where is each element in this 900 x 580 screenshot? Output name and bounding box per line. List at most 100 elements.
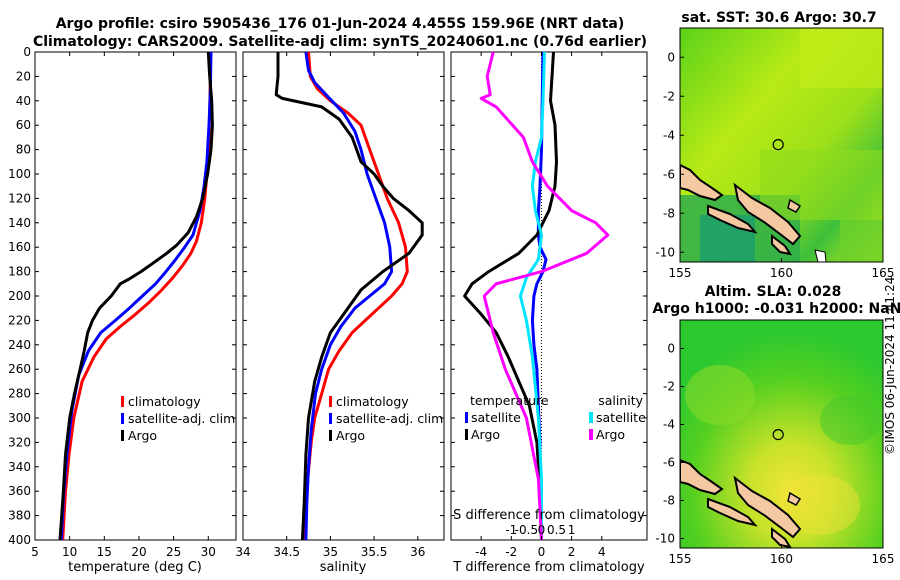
legend-swatch-s-argo: [589, 429, 593, 440]
x-tick-label: 34.5: [273, 545, 300, 559]
series-group: [274, 52, 424, 540]
salinity-legend: climatology satellite-adj. clim Argo: [329, 394, 443, 443]
y-tick-label: 340: [8, 460, 31, 474]
y-tick-label: 300: [8, 411, 31, 425]
series-line-s-satellite: [518, 52, 546, 540]
legend-satellite: satellite-adj. clim: [336, 411, 443, 426]
sst-map-ticks: 155 160 165 0 -2 -4 -6 -8 -10: [655, 50, 894, 280]
lon-tick-label: 160: [770, 552, 793, 566]
x-tick-label: 2: [568, 545, 576, 559]
series-group: [58, 52, 214, 540]
y-tick-label: 60: [16, 118, 31, 132]
lat-tick-label: 0: [667, 50, 675, 64]
legend-swatch-climatology: [329, 396, 332, 407]
series-line-argo: [274, 52, 424, 540]
y-tick-label: 260: [8, 362, 31, 376]
legend-salinity-heading: salinity: [598, 393, 643, 408]
legend-s-satellite: satellite: [596, 410, 646, 425]
lon-tick-label: 155: [669, 552, 692, 566]
legend-s-argo: Argo: [596, 427, 625, 442]
legend-swatch-argo: [329, 430, 332, 441]
legend-climatology: climatology: [336, 394, 409, 409]
y-tick-label: 100: [8, 167, 31, 181]
sla-map-title: Altim. SLA: 0.028: [705, 284, 842, 300]
lon-tick-label: 155: [669, 266, 692, 280]
legend-swatch-t-satellite: [465, 412, 468, 423]
legend-swatch-satellite: [121, 413, 124, 424]
sla-map: [679, 319, 884, 549]
x-tick-label: 0: [538, 545, 546, 559]
salinity-xlabel: salinity: [320, 560, 367, 575]
legend-swatch-s-satellite: [589, 412, 593, 423]
s-tick-label: -0.5: [515, 523, 538, 537]
lon-tick-label: 165: [872, 552, 895, 566]
y-tick-label: 400: [8, 533, 31, 547]
lat-tick-label: -10: [655, 245, 675, 259]
lat-tick-label: -2: [663, 89, 675, 103]
s-tick-label: -1: [505, 523, 517, 537]
y-tick-label: 220: [8, 313, 31, 327]
y-tick-label: 80: [16, 143, 31, 157]
series-line-s-argo: [479, 52, 610, 540]
legend-satellite: satellite-adj. clim: [128, 411, 235, 426]
lat-tick-label: -8: [663, 206, 675, 220]
x-tick-label: 35.5: [361, 545, 388, 559]
x-tick-label: 20: [131, 545, 146, 559]
legend-swatch-t-argo: [465, 429, 468, 440]
series-line-argo: [58, 52, 214, 540]
difference-legend: temperature satellite Argo salinity sate…: [465, 393, 646, 442]
lat-tick-label: -8: [663, 494, 675, 508]
x-tick-label: 34: [235, 545, 250, 559]
lat-tick-label: 0: [667, 342, 675, 356]
y-tick-label: 0: [23, 45, 31, 59]
legend-swatch-argo: [121, 430, 124, 441]
legend-temperature-heading: temperature: [470, 393, 549, 408]
lat-tick-label: -4: [663, 128, 675, 142]
y-tick-label: 380: [8, 509, 31, 523]
plot-frame: [450, 51, 648, 541]
series-line-climatology: [303, 52, 409, 540]
difference-xlabel-top: S difference from climatology: [453, 508, 645, 523]
y-tick-label: 40: [16, 94, 31, 108]
lat-tick-label: -4: [663, 418, 675, 432]
y-tick-label: 360: [8, 484, 31, 498]
series-group: [463, 52, 610, 540]
y-tick-label: 240: [8, 338, 31, 352]
sst-map-title: sat. SST: 30.6 Argo: 30.7: [681, 10, 876, 26]
imos-credit: ©IMOS 06-Jun-2024 11:41:24: [883, 277, 897, 455]
legend-argo: Argo: [128, 428, 157, 443]
temperature-legend: climatology satellite-adj. clim Argo: [121, 394, 235, 443]
figure-title-line1: Argo profile: csiro 5905436_176 01-Jun-2…: [56, 16, 625, 32]
y-tick-label: 200: [8, 289, 31, 303]
legend-argo: Argo: [336, 428, 365, 443]
legend-t-satellite: satellite: [471, 410, 521, 425]
y-tick-label: 140: [8, 216, 31, 230]
y-tick-label: 280: [8, 387, 31, 401]
lon-tick-label: 165: [872, 266, 895, 280]
y-tick-label: 320: [8, 435, 31, 449]
x-tick-label: -4: [475, 545, 487, 559]
legend-t-argo: Argo: [471, 427, 500, 442]
sla-map-subtitle: Argo h1000: -0.031 h2000: NaN: [653, 301, 900, 317]
s-tick-label: 0.5: [547, 523, 566, 537]
legend-swatch-climatology: [121, 396, 124, 407]
sla-patches: [685, 365, 880, 535]
temperature-panel: 5 10 15 20 25 3002040608010012014016018020022…: [8, 45, 237, 559]
sst-map: [679, 27, 884, 263]
x-tick-label: 4: [598, 545, 606, 559]
plot-frame: [242, 51, 445, 541]
lat-tick-label: -10: [655, 532, 675, 546]
series-line-satellite-adj-clim: [304, 52, 394, 540]
x-tick-label: 10: [62, 545, 77, 559]
x-tick-label: 36: [410, 545, 425, 559]
lon-tick-label: 160: [770, 266, 793, 280]
lat-tick-label: -6: [663, 456, 675, 470]
legend-climatology: climatology: [128, 394, 201, 409]
x-tick-label: 35: [323, 545, 338, 559]
lat-tick-label: -2: [663, 380, 675, 394]
difference-panel: -4 -2 0 2 4 -1-0.5 0 0.5 1: [450, 51, 648, 559]
s-tick-label: 0: [538, 523, 546, 537]
y-tick-label: 20: [16, 69, 31, 83]
y-tick-label: 180: [8, 265, 31, 279]
